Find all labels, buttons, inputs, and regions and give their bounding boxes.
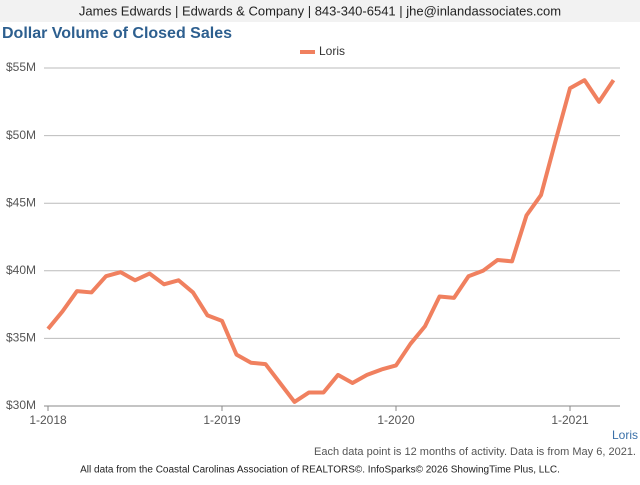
chart-title: Dollar Volume of Closed Sales bbox=[2, 25, 232, 42]
note: Each data point is 12 months of activity… bbox=[314, 446, 636, 458]
series-line bbox=[46, 78, 616, 404]
x-tick-label: 1-2018 bbox=[29, 413, 67, 427]
y-tick-label: $50M bbox=[6, 128, 36, 142]
header-bar bbox=[0, 0, 640, 22]
y-tick-label: $30M bbox=[6, 398, 36, 412]
x-tick-label: 1-2021 bbox=[551, 413, 589, 427]
footer: All data from the Coastal Carolinas Asso… bbox=[80, 465, 560, 476]
corner-label: Loris bbox=[612, 428, 638, 442]
header: James Edwards | Edwards & Company | 843-… bbox=[79, 3, 561, 18]
y-tick-label: $40M bbox=[6, 263, 36, 277]
x-tick-label: 1-2020 bbox=[377, 413, 415, 427]
y-tick-label: $45M bbox=[6, 195, 36, 209]
legend-label: Loris bbox=[319, 44, 345, 58]
y-tick-label: $35M bbox=[6, 331, 36, 345]
x-tick-label: 1-2019 bbox=[203, 413, 241, 427]
y-tick-label: $55M bbox=[6, 60, 36, 74]
